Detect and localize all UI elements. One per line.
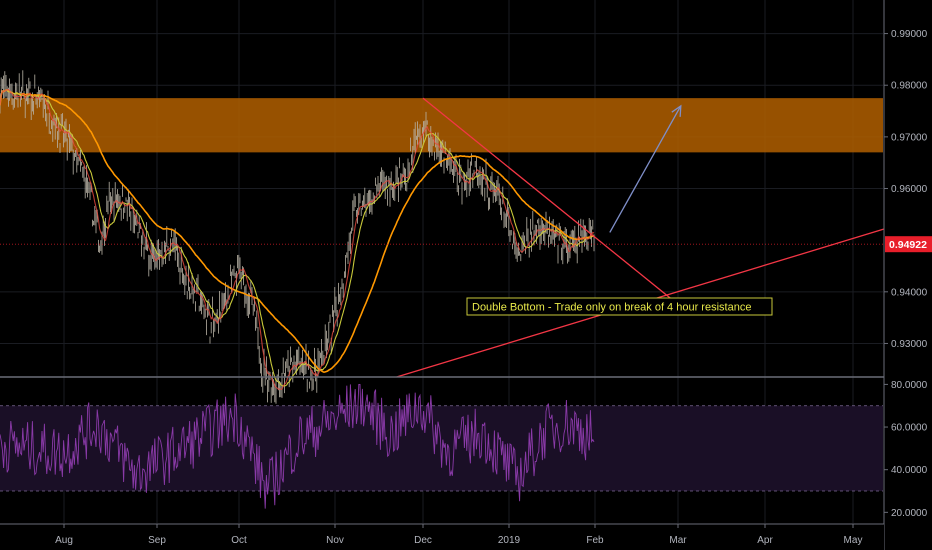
price-axis-background <box>884 0 932 550</box>
date-tick-label: Sep <box>148 535 166 546</box>
oscillator-line <box>0 383 595 509</box>
date-tick-label: Oct <box>231 535 247 546</box>
annotation-text: Double Bottom - Trade only on break of 4… <box>472 302 751 314</box>
price-tick-label: 0.98000 <box>891 81 928 92</box>
annotation-box <box>466 297 773 316</box>
price-tick-label: 0.99000 <box>891 29 928 40</box>
oscillator-panel <box>0 376 884 509</box>
oscillator-tick-label: 40.0000 <box>891 465 928 476</box>
oscillator-tick-label: 60.0000 <box>891 423 928 434</box>
descending-trendline <box>422 97 673 301</box>
price-tick-label: 0.93000 <box>891 339 928 350</box>
projection-arrow-head <box>671 104 682 117</box>
date-tick-label: Mar <box>669 535 687 546</box>
moving-averages <box>0 88 595 390</box>
date-tick-label: Feb <box>586 535 604 546</box>
oscillator-tick-label: 20.0000 <box>891 508 928 519</box>
date-tick-label: Apr <box>757 535 773 546</box>
ma-line-red <box>0 88 595 390</box>
date-tick-label: Dec <box>414 535 432 546</box>
last-price-label: 0.94922 <box>889 239 927 251</box>
oscillator-tick-label: 80.0000 <box>891 380 928 391</box>
drawings: Double Bottom - Trade only on break of 4… <box>0 97 896 378</box>
price-tick-label: 0.97000 <box>891 132 928 143</box>
grid <box>0 0 883 523</box>
date-tick-label: May <box>844 535 863 546</box>
projection-arrow <box>609 105 682 233</box>
date-tick-label: Aug <box>55 535 73 546</box>
price-tick-label: 0.94000 <box>891 287 928 298</box>
last-price-badge <box>885 236 932 253</box>
ma-line-slow <box>0 89 594 374</box>
labels: 0.94922 <box>885 236 932 253</box>
time-axis-background <box>0 524 884 550</box>
date-tick-label: Nov <box>326 535 344 546</box>
ma-line-fast <box>0 89 595 387</box>
date-tick-label: 2019 <box>498 535 521 546</box>
price-tick-label: 0.96000 <box>891 184 928 195</box>
